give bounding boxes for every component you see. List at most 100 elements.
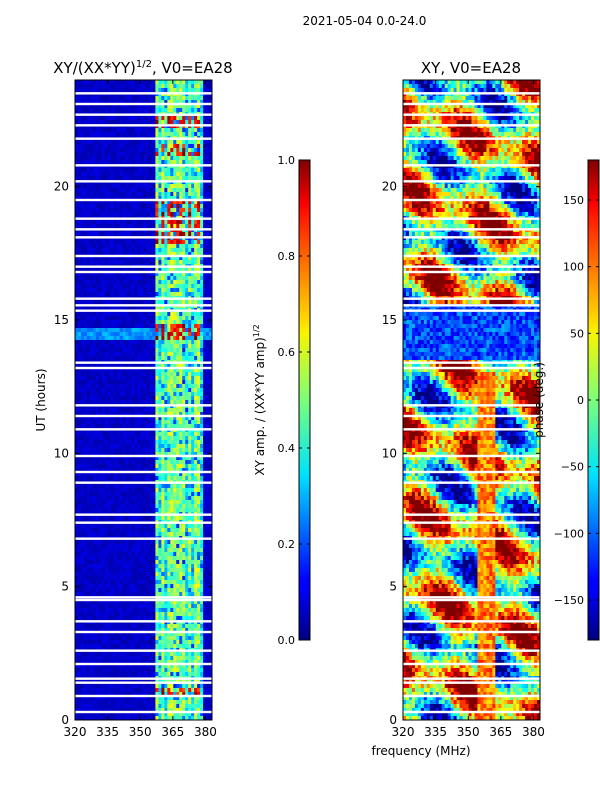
amplitude-heatmap-row: [75, 584, 212, 589]
flagged-time-row: [75, 454, 212, 458]
phase-heatmap-row: [403, 140, 540, 145]
phase-axes-frame: [402, 79, 541, 721]
amplitude-heatmap-row: [75, 656, 212, 661]
amplitude-colorbar: 0.0 0.2 0.4 0.6 0.8 1.0 XY amp. / (XX*YY amp)…: [252, 154, 311, 647]
phase-heatmap-row: [403, 644, 540, 649]
phase-heatmap-row: [403, 704, 540, 709]
flagged-time-row: [403, 428, 540, 431]
phase-heatmap-row: [403, 276, 540, 281]
amplitude-heatmap-row: [75, 684, 212, 689]
phase-heatmap-row: [403, 440, 540, 445]
phase-heatmap-row: [403, 288, 540, 293]
flagged-time-row: [403, 236, 540, 239]
amplitude-heatmap-row: [75, 284, 212, 289]
flagged-time-row: [403, 366, 540, 370]
flagged-time-row: [403, 198, 540, 202]
phase-heatmap-row: [403, 192, 540, 197]
phase-heatmap-row: [403, 568, 540, 573]
amplitude-heatmap-row: [75, 540, 212, 545]
phase-heatmap-row: [403, 356, 540, 361]
amplitude-heatmap-row: [75, 96, 212, 101]
flagged-time-row: [403, 217, 540, 220]
phase-heatmap-row: [403, 352, 540, 357]
amplitude-heatmap-row: [75, 644, 212, 649]
amplitude-heatmap-row: [75, 424, 212, 429]
panel-phase: 320 335 350 365 380 0 5 10 15 20 XY, V0=EA28: [382, 59, 545, 739]
amplitude-heatmap-row: [75, 488, 212, 493]
phase-heatmap-row: [403, 220, 540, 225]
amplitude-heatmap-row: [75, 668, 212, 673]
x-tick-label: 365: [489, 725, 512, 739]
flagged-time-row: [75, 677, 212, 680]
amplitude-heatmap-row: [75, 344, 212, 349]
phase-colorbar-label: phase (deg.): [532, 362, 546, 438]
amplitude-heatmap-row: [75, 420, 212, 425]
flagged-time-row: [75, 198, 212, 202]
phase-heatmap-row: [403, 232, 540, 237]
flagged-time-row: [75, 366, 212, 370]
panel-amplitude: 320 335 350 365 380 0 5 10 15 20 XY/(XX*YY)1/2, …: [34, 59, 233, 739]
phase-heatmap-row: [403, 624, 540, 629]
amplitude-heatmap-row: [75, 632, 212, 637]
amplitude-heatmap-row: [75, 692, 212, 697]
phase-heatmap-row: [403, 688, 540, 693]
amplitude-heatmap-row: [75, 576, 212, 581]
phase-heatmap-row: [403, 516, 540, 521]
amplitude-heatmap-row: [75, 564, 212, 569]
flagged-time-row: [403, 361, 540, 364]
flagged-time-row: [75, 521, 212, 524]
flagged-time-row: [403, 254, 540, 258]
phase-heatmap-row: [403, 344, 540, 349]
phase-heatmap-row: [403, 492, 540, 497]
amplitude-heatmap-row: [75, 292, 212, 297]
phase-heatmap-row: [403, 240, 540, 245]
amplitude-heatmap-row: [75, 108, 212, 113]
phase-heatmap-row: [403, 120, 540, 125]
phase-heatmap-row: [403, 256, 540, 261]
phase-heatmap-row: [403, 484, 540, 489]
flagged-time-row: [75, 513, 212, 516]
amplitude-heatmap-row: [75, 336, 212, 341]
phase-heatmap-row: [403, 652, 540, 657]
amplitude-heatmap-row: [75, 612, 212, 617]
phase-heatmap-row: [403, 576, 540, 581]
phase-heatmap-row: [403, 132, 540, 137]
phase-heatmap-row: [403, 96, 540, 101]
amplitude-heatmap-row: [75, 300, 212, 305]
amplitude-heatmap-row: [75, 312, 212, 317]
phase-heatmap-row: [403, 168, 540, 173]
amplitude-heatmap-row: [75, 664, 212, 669]
x-tick-label: 380: [194, 725, 217, 739]
colorbar-tick-label: 50: [570, 327, 584, 340]
phase-heatmap-row: [403, 80, 540, 85]
amplitude-heatmap-row: [75, 476, 212, 481]
phase-heatmap-row: [403, 604, 540, 609]
amplitude-heatmap-row: [75, 516, 212, 521]
phase-heatmap-row: [403, 188, 540, 193]
phase-heatmap-row: [403, 572, 540, 577]
amplitude-heatmap-row: [75, 408, 212, 413]
phase-heatmap-row: [403, 532, 540, 537]
amplitude-heatmap-row: [75, 168, 212, 173]
phase-heatmap-row: [403, 488, 540, 493]
flagged-time-row: [75, 265, 212, 268]
flagged-time-row: [403, 681, 540, 684]
phase-x-ticks: 320 335 350 365 380: [392, 80, 545, 739]
phase-heatmap-row: [403, 108, 540, 113]
amplitude-heatmap-row: [75, 176, 212, 181]
colorbar-tick-label: −50: [561, 461, 584, 474]
phase-heatmap-row: [403, 452, 540, 457]
phase-heatmap-row: [403, 628, 540, 633]
phase-heatmap-row: [403, 508, 540, 513]
flagged-time-row: [403, 470, 540, 474]
phase-heatmap-row: [403, 248, 540, 253]
amplitude-heatmap-row: [75, 116, 212, 121]
phase-heatmap-row: [403, 656, 540, 661]
phase-heatmap-row: [403, 456, 540, 461]
amplitude-heatmap-row: [75, 712, 212, 717]
phase-heatmap-row: [403, 88, 540, 93]
amplitude-heatmap-row: [75, 268, 212, 273]
amplitude-heatmap-row: [75, 440, 212, 445]
phase-heatmap-row: [403, 348, 540, 353]
amplitude-heatmap-row: [75, 140, 212, 145]
